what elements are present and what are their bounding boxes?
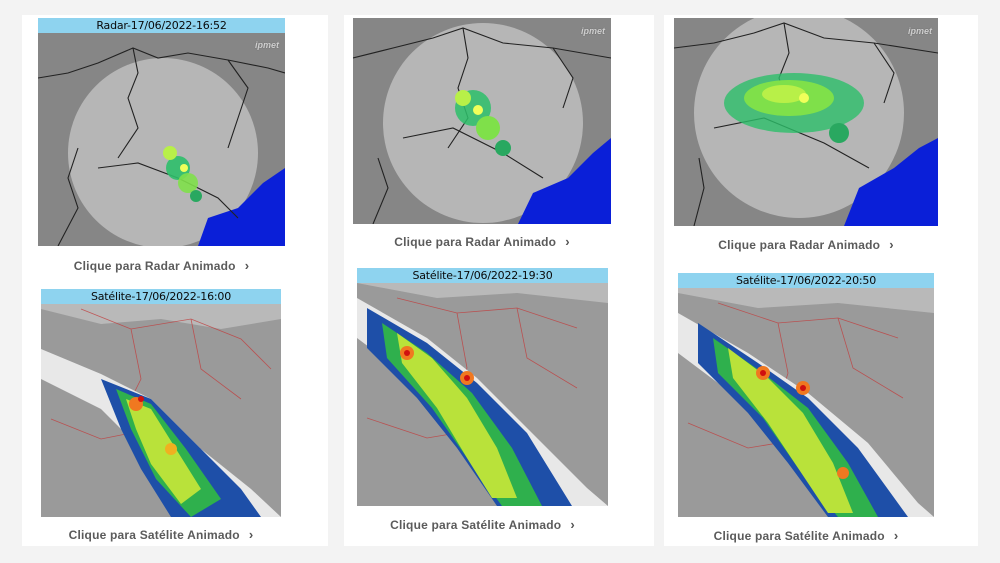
caption-text: Clique para Satélite Animado xyxy=(390,518,562,532)
satellite-title-3: Satélite-17/06/2022-20:50 xyxy=(678,273,934,288)
radar-image-3[interactable]: ipmet xyxy=(674,18,938,226)
radar-image-1[interactable]: Radar-17/06/2022-16:52 ipmet xyxy=(38,18,285,246)
chevron-right-icon: › xyxy=(889,237,894,252)
satellite-title-1: Satélite-17/06/2022-16:00 xyxy=(41,289,281,304)
radar-animated-link-2[interactable]: Clique para Radar Animado › xyxy=(353,234,611,249)
radar-title-1: Radar-17/06/2022-16:52 xyxy=(38,18,285,33)
caption-text: Clique para Radar Animado xyxy=(73,259,236,273)
radar-animated-link-3[interactable]: Clique para Radar Animado › xyxy=(674,237,938,252)
chevron-right-icon: › xyxy=(565,234,570,249)
satellite-animated-link-3[interactable]: Clique para Satélite Animado › xyxy=(678,528,934,543)
chevron-right-icon: › xyxy=(570,517,575,532)
radar-image-2[interactable]: ipmet xyxy=(353,18,611,224)
ipmet-logo: ipmet xyxy=(254,40,279,50)
radar-animated-link-1[interactable]: Clique para Radar Animado › xyxy=(38,258,285,273)
caption-text: Clique para Satélite Animado xyxy=(68,528,240,542)
ipmet-logo: ipmet xyxy=(907,26,932,36)
chevron-right-icon: › xyxy=(248,527,254,542)
satellite-animated-link-2[interactable]: Clique para Satélite Animado › xyxy=(357,517,608,532)
caption-text: Clique para Radar Animado xyxy=(718,238,881,252)
ipmet-logo: ipmet xyxy=(580,26,605,36)
chevron-right-icon: › xyxy=(893,528,899,543)
satellite-animated-link-1[interactable]: Clique para Satélite Animado › xyxy=(41,527,281,542)
caption-text: Clique para Satélite Animado xyxy=(713,529,885,543)
satellite-image-1[interactable]: Satélite-17/06/2022-16:00 xyxy=(41,289,281,517)
satellite-image-2[interactable]: Satélite-17/06/2022-19:30 xyxy=(357,268,608,506)
satellite-image-3[interactable]: Satélite-17/06/2022-20:50 xyxy=(678,273,934,517)
caption-text: Clique para Radar Animado xyxy=(394,235,557,249)
satellite-title-2: Satélite-17/06/2022-19:30 xyxy=(357,268,608,283)
chevron-right-icon: › xyxy=(244,258,250,273)
